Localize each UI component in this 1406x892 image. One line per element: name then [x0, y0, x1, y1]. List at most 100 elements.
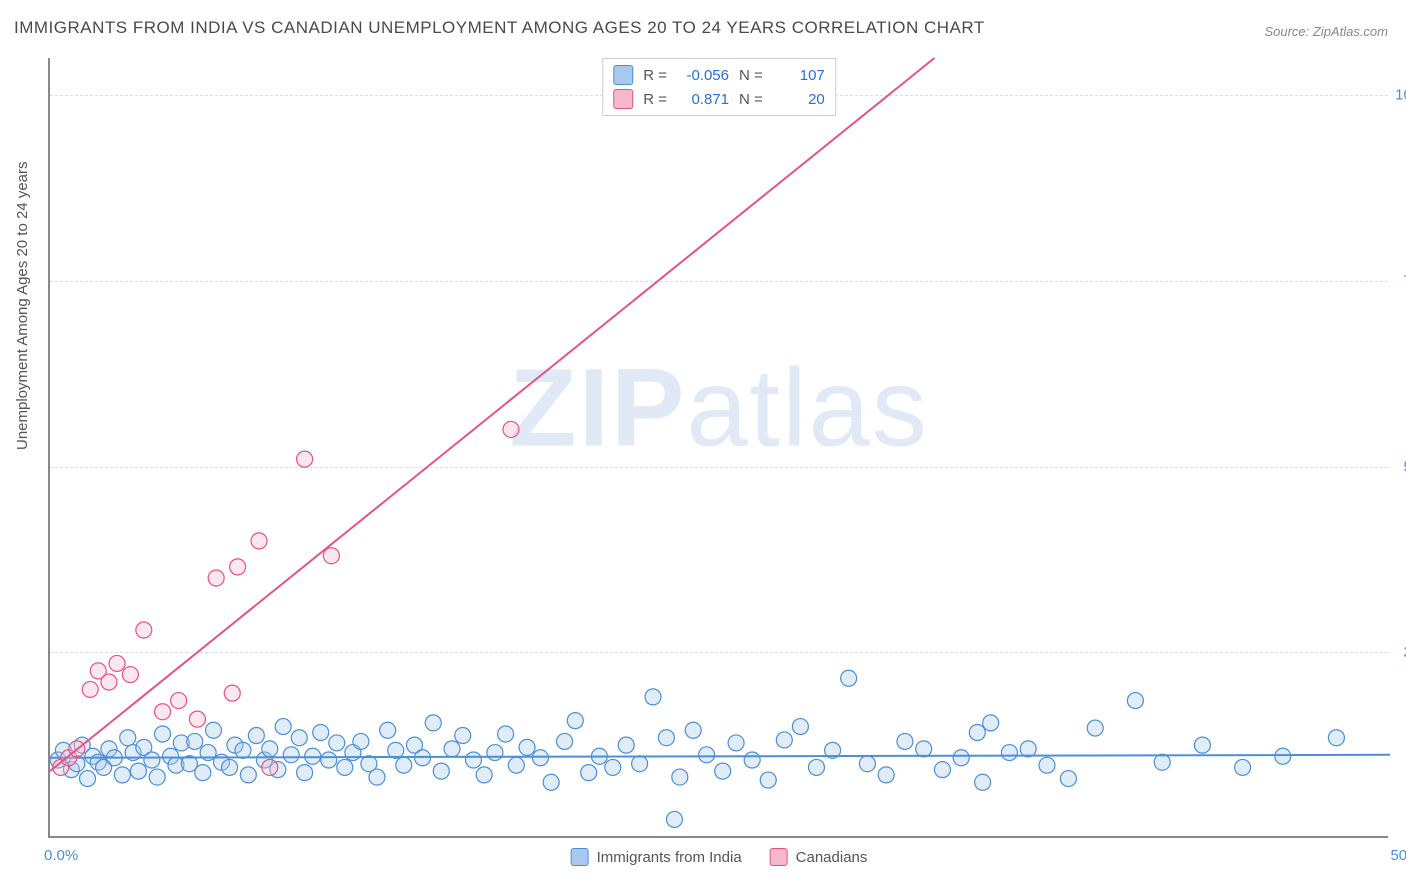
data-point	[969, 725, 985, 741]
data-point	[323, 548, 339, 564]
legend-item-canadians: Canadians	[770, 848, 868, 866]
data-point	[672, 769, 688, 785]
data-point	[222, 759, 238, 775]
stats-row-canadians: R = 0.871 N = 20	[613, 87, 825, 111]
stats-legend-box: R = -0.056 N = 107 R = 0.871 N = 20	[602, 58, 836, 116]
data-point	[251, 533, 267, 549]
data-point	[136, 622, 152, 638]
data-point	[1154, 754, 1170, 770]
swatch-india	[613, 65, 633, 85]
data-point	[444, 741, 460, 757]
stats-n-india: 107	[773, 67, 825, 84]
scatter-svg	[50, 58, 1388, 836]
data-point	[262, 759, 278, 775]
stats-n-canadians: 20	[773, 91, 825, 108]
data-point	[114, 767, 130, 783]
data-point	[808, 759, 824, 775]
data-point	[380, 722, 396, 738]
data-point	[953, 750, 969, 766]
legend-label-india: Immigrants from India	[597, 849, 742, 866]
data-point	[744, 752, 760, 768]
data-point	[1275, 748, 1291, 764]
data-point	[101, 674, 117, 690]
data-point	[1328, 730, 1344, 746]
stats-r-india: -0.056	[677, 67, 729, 84]
data-point	[388, 742, 404, 758]
data-point	[433, 763, 449, 779]
data-point	[195, 765, 211, 781]
data-point	[297, 765, 313, 781]
legend-label-canadians: Canadians	[796, 849, 868, 866]
data-point	[1087, 720, 1103, 736]
data-point	[313, 725, 329, 741]
data-point	[1194, 737, 1210, 753]
data-point	[224, 685, 240, 701]
chart-title: IMMIGRANTS FROM INDIA VS CANADIAN UNEMPL…	[14, 18, 985, 38]
data-point	[82, 681, 98, 697]
source-prefix: Source:	[1264, 24, 1312, 39]
data-point	[1001, 745, 1017, 761]
stats-n-label: N =	[739, 67, 763, 84]
data-point	[240, 767, 256, 783]
trend-line	[50, 755, 1390, 758]
data-point	[425, 715, 441, 731]
data-point	[632, 756, 648, 772]
data-point	[205, 722, 221, 738]
data-point	[685, 722, 701, 738]
data-point	[715, 763, 731, 779]
swatch-canadians	[613, 89, 633, 109]
data-point	[235, 742, 251, 758]
data-point	[262, 741, 278, 757]
data-point	[645, 689, 661, 705]
data-point	[776, 732, 792, 748]
data-point	[934, 762, 950, 778]
data-point	[557, 733, 573, 749]
source-name: ZipAtlas.com	[1313, 24, 1388, 39]
legend-item-india: Immigrants from India	[571, 848, 742, 866]
data-point	[353, 733, 369, 749]
data-point	[120, 730, 136, 746]
data-point	[396, 757, 412, 773]
stats-r-label: R =	[643, 91, 667, 108]
data-point	[189, 711, 205, 727]
data-point	[275, 719, 291, 735]
data-point	[1235, 759, 1251, 775]
data-point	[508, 757, 524, 773]
data-point	[841, 670, 857, 686]
stats-n-label: N =	[739, 91, 763, 108]
data-point	[155, 726, 171, 742]
legend-bottom: Immigrants from India Canadians	[571, 848, 868, 866]
source-credit: Source: ZipAtlas.com	[1264, 24, 1388, 39]
plot-area: ZIPatlas 25.0%50.0%75.0%100.0% R = -0.05…	[48, 58, 1388, 838]
y-axis-label: Unemployment Among Ages 20 to 24 years	[14, 161, 31, 450]
data-point	[1020, 741, 1036, 757]
data-point	[897, 733, 913, 749]
data-point	[144, 752, 160, 768]
data-point	[329, 735, 345, 751]
data-point	[543, 774, 559, 790]
data-point	[532, 750, 548, 766]
data-point	[983, 715, 999, 731]
data-point	[487, 745, 503, 761]
data-point	[666, 811, 682, 827]
data-point	[187, 733, 203, 749]
data-point	[605, 759, 621, 775]
data-point	[567, 713, 583, 729]
data-point	[916, 741, 932, 757]
data-point	[283, 747, 299, 763]
data-point	[155, 704, 171, 720]
x-tick-max: 50.0%	[1390, 847, 1406, 864]
data-point	[1127, 693, 1143, 709]
data-point	[130, 763, 146, 779]
data-point	[760, 772, 776, 788]
correlation-chart: IMMIGRANTS FROM INDIA VS CANADIAN UNEMPL…	[0, 0, 1406, 892]
data-point	[321, 752, 337, 768]
data-point	[109, 655, 125, 671]
trend-line	[50, 58, 934, 771]
data-point	[122, 667, 138, 683]
data-point	[476, 767, 492, 783]
data-point	[230, 559, 246, 575]
data-point	[792, 719, 808, 735]
data-point	[1060, 771, 1076, 787]
y-tick-label: 100.0%	[1395, 87, 1406, 104]
